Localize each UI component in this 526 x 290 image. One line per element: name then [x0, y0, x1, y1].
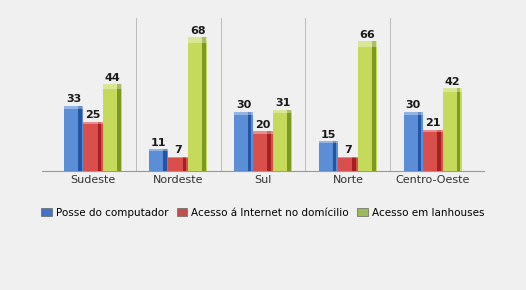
Bar: [98, 122, 101, 171]
Bar: [319, 141, 338, 143]
Bar: [423, 130, 443, 171]
Bar: [64, 106, 83, 109]
Bar: [403, 112, 423, 171]
Bar: [183, 157, 186, 171]
Bar: [168, 157, 188, 171]
Text: 7: 7: [174, 145, 182, 155]
Bar: [338, 157, 358, 171]
Bar: [234, 112, 253, 171]
Bar: [333, 141, 337, 171]
Bar: [358, 41, 377, 171]
Bar: [248, 112, 251, 171]
Bar: [234, 112, 253, 115]
Text: 7: 7: [344, 145, 352, 155]
Bar: [372, 41, 376, 171]
Text: 20: 20: [255, 120, 271, 130]
Bar: [202, 37, 206, 171]
Bar: [358, 41, 377, 47]
Bar: [338, 157, 358, 158]
Text: 11: 11: [151, 137, 166, 148]
Legend: Posse do computador, Acesso á Internet no domícilio, Acesso em lanhouses: Posse do computador, Acesso á Internet n…: [37, 203, 489, 222]
Text: 42: 42: [444, 77, 460, 87]
Bar: [103, 84, 123, 88]
Bar: [443, 88, 462, 92]
Bar: [149, 149, 168, 151]
Bar: [268, 131, 271, 171]
Bar: [287, 110, 290, 171]
Text: 33: 33: [66, 95, 81, 104]
Bar: [273, 110, 292, 171]
Bar: [438, 130, 441, 171]
Bar: [253, 131, 273, 171]
Bar: [103, 84, 123, 171]
Bar: [149, 149, 168, 171]
Text: 66: 66: [360, 30, 376, 40]
Bar: [188, 37, 207, 44]
Bar: [188, 37, 207, 171]
Bar: [443, 88, 462, 171]
Bar: [403, 112, 423, 115]
Bar: [83, 122, 103, 124]
Text: 68: 68: [190, 26, 205, 36]
Bar: [418, 112, 421, 171]
Text: 30: 30: [406, 100, 421, 110]
Bar: [352, 157, 356, 171]
Bar: [457, 88, 460, 171]
Bar: [117, 84, 120, 171]
Text: 25: 25: [85, 110, 101, 120]
Bar: [273, 110, 292, 113]
Text: 21: 21: [425, 118, 441, 128]
Text: 31: 31: [275, 98, 290, 108]
Text: 15: 15: [321, 130, 336, 140]
Bar: [78, 106, 82, 171]
Text: 44: 44: [105, 73, 120, 83]
Bar: [64, 106, 83, 171]
Bar: [163, 149, 167, 171]
Bar: [253, 131, 273, 134]
Bar: [83, 122, 103, 171]
Bar: [423, 130, 443, 132]
Bar: [319, 141, 338, 171]
Bar: [168, 157, 188, 158]
Text: 30: 30: [236, 100, 251, 110]
